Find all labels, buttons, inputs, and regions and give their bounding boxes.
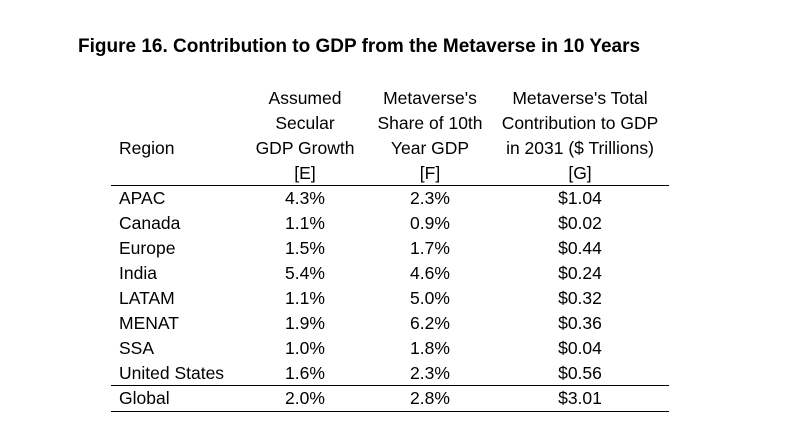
header-share-line-2: Share of 10th: [377, 113, 483, 133]
cell-share: 1.8%: [410, 338, 450, 358]
cell-contribution: $0.56: [558, 363, 602, 383]
cell-share: 2.3%: [410, 188, 450, 208]
header-growth: Assumed Secular GDP Growth [E]: [240, 86, 370, 186]
header-growth-line-4: [E]: [294, 163, 316, 183]
cell-region: LATAM: [119, 288, 175, 308]
table-row: LATAM 1.1% 5.0% $0.32: [0, 286, 800, 311]
cell-share: 5.0%: [410, 288, 450, 308]
cell-contribution: $0.32: [558, 288, 602, 308]
header-growth-line-1: Assumed: [268, 88, 342, 108]
cell-share: 6.2%: [410, 313, 450, 333]
table-row: Europe 1.5% 1.7% $0.44: [0, 236, 800, 261]
cell-growth: 1.6%: [285, 363, 325, 383]
cell-growth: 4.3%: [285, 188, 325, 208]
cell-growth: 1.5%: [285, 238, 325, 258]
cell-region: United States: [119, 363, 225, 383]
cell-growth: 1.1%: [285, 288, 325, 308]
cell-contribution: $3.01: [558, 388, 602, 408]
cell-region: MENAT: [119, 313, 179, 333]
cell-region: Canada: [119, 213, 181, 233]
cell-contribution: $0.44: [558, 238, 602, 258]
total-rule-top: [111, 385, 669, 386]
header-share-line-3: Year GDP: [390, 138, 470, 158]
header-growth-line-3: GDP Growth: [255, 138, 355, 158]
cell-contribution: $0.02: [558, 213, 602, 233]
header-rule: [111, 185, 669, 186]
header-region: Region: [119, 138, 175, 158]
table-row: SSA 1.0% 1.8% $0.04: [0, 336, 800, 361]
cell-growth: 1.0%: [285, 338, 325, 358]
header-share: Metaverse's Share of 10th Year GDP [F]: [360, 86, 500, 186]
cell-contribution: $1.04: [558, 188, 602, 208]
cell-region: Europe: [119, 238, 176, 258]
cell-share: 4.6%: [410, 263, 450, 283]
header-share-line-4: [F]: [419, 163, 441, 183]
cell-share: 2.8%: [410, 388, 450, 408]
header-share-line-1: Metaverse's: [383, 88, 477, 108]
header-contribution-line-4: [G]: [568, 163, 592, 183]
cell-share: 2.3%: [410, 363, 450, 383]
cell-region: Global: [119, 388, 170, 408]
header-contribution: Metaverse's Total Contribution to GDP in…: [490, 86, 670, 186]
table-row: MENAT 1.9% 6.2% $0.36: [0, 311, 800, 336]
cell-contribution: $0.04: [558, 338, 602, 358]
table-row: APAC 4.3% 2.3% $1.04: [0, 186, 800, 211]
cell-growth: 1.9%: [285, 313, 325, 333]
cell-growth: 5.4%: [285, 263, 325, 283]
header-contribution-line-3: in 2031 ($ Trillions): [506, 138, 654, 158]
total-rule-bottom: [111, 411, 669, 412]
cell-contribution: $0.24: [558, 263, 602, 283]
header-contribution-line-2: Contribution to GDP: [501, 113, 659, 133]
cell-share: 1.7%: [410, 238, 450, 258]
table-row: India 5.4% 4.6% $0.24: [0, 261, 800, 286]
cell-contribution: $0.36: [558, 313, 602, 333]
table-row: United States 1.6% 2.3% $0.56: [0, 361, 800, 386]
cell-share: 0.9%: [410, 213, 450, 233]
header-growth-line-2: Secular: [275, 113, 335, 133]
cell-region: APAC: [119, 188, 166, 208]
header-contribution-line-1: Metaverse's Total: [512, 88, 648, 108]
total-row: Global 2.0% 2.8% $3.01: [0, 386, 800, 411]
table-row: Canada 1.1% 0.9% $0.02: [0, 211, 800, 236]
figure-title: Figure 16. Contribution to GDP from the …: [78, 36, 641, 57]
cell-region: SSA: [119, 338, 155, 358]
cell-growth: 1.1%: [285, 213, 325, 233]
cell-region: India: [119, 263, 157, 283]
cell-growth: 2.0%: [285, 388, 325, 408]
